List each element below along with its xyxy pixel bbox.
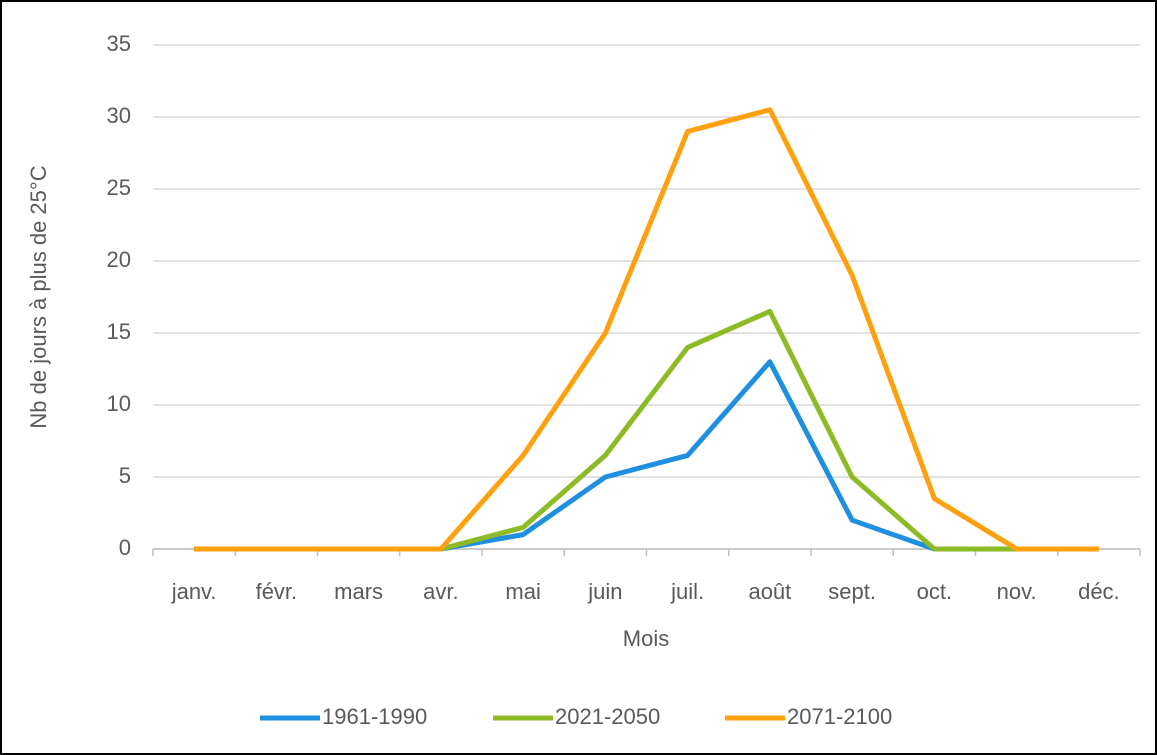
legend-label: 2071-2100 xyxy=(787,704,892,729)
legend-label: 2021-2050 xyxy=(555,704,660,729)
x-tick-label: juil. xyxy=(670,579,704,604)
x-tick-label: avr. xyxy=(423,579,458,604)
y-tick-label: 10 xyxy=(107,391,131,416)
y-tick-label: 35 xyxy=(107,31,131,56)
x-tick-label: déc. xyxy=(1078,579,1120,604)
x-tick-label: févr. xyxy=(256,579,298,604)
y-tick-label: 20 xyxy=(107,247,131,272)
x-tick-label: nov. xyxy=(997,579,1037,604)
y-tick-label: 0 xyxy=(119,535,131,560)
x-axis-title: Mois xyxy=(623,626,669,651)
x-tick-label: oct. xyxy=(917,579,952,604)
legend-label: 1961-1990 xyxy=(322,704,427,729)
y-axis-title: Nb de jours à plus de 25°C xyxy=(26,165,51,428)
x-tick-label: juin xyxy=(587,579,622,604)
x-tick-label: sept. xyxy=(828,579,876,604)
y-tick-label: 15 xyxy=(107,319,131,344)
y-tick-label: 5 xyxy=(119,463,131,488)
x-tick-label: janv. xyxy=(171,579,217,604)
y-tick-label: 30 xyxy=(107,103,131,128)
x-tick-label: mars xyxy=(334,579,383,604)
x-tick-label: août xyxy=(748,579,791,604)
series-line xyxy=(194,107,1099,552)
x-tick-label: mai xyxy=(505,579,540,604)
y-tick-label: 25 xyxy=(107,175,131,200)
